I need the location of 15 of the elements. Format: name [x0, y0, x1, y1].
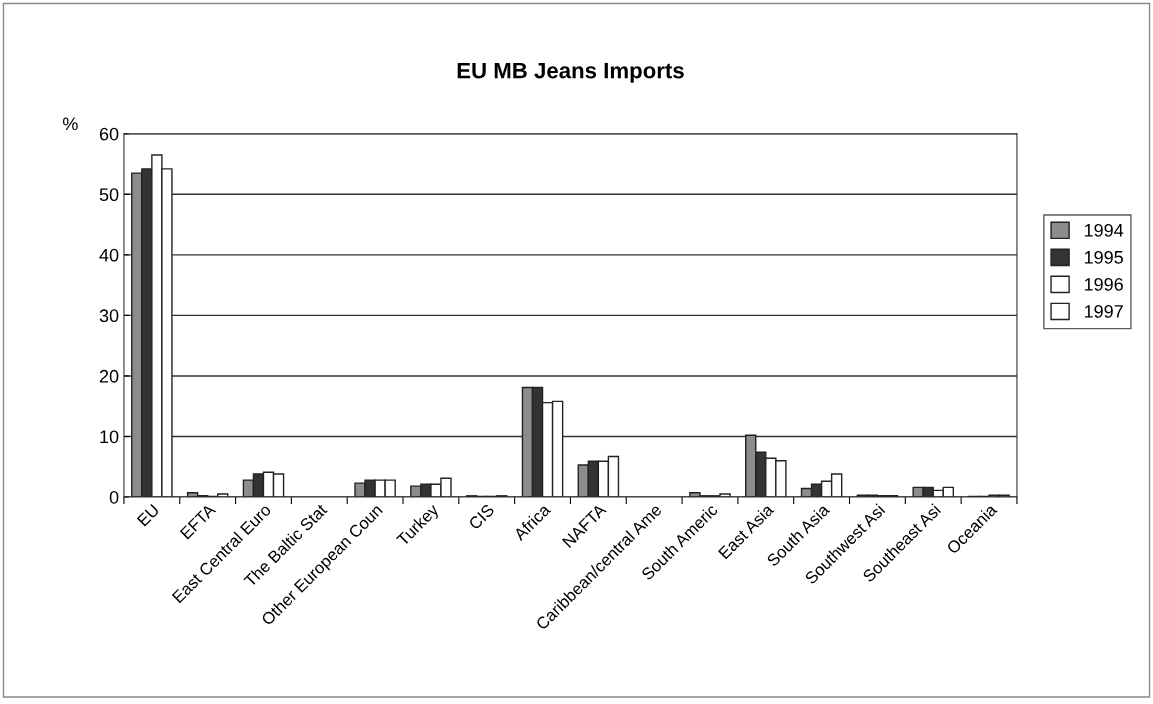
y-tick-label: 60 — [99, 127, 119, 141]
y-tick-label: 50 — [99, 188, 119, 202]
legend-label: 1997 — [1084, 305, 1123, 318]
chart-title: EU MB Jeans Imports — [457, 62, 684, 83]
y-axis-title: % — [62, 117, 78, 131]
legend-label: 1995 — [1084, 250, 1123, 264]
x-tick-label: EU — [136, 503, 160, 527]
y-tick-label: 40 — [99, 248, 119, 262]
y-tick-label: 30 — [99, 309, 119, 323]
y-tick-label: 0 — [109, 490, 119, 504]
legend-label: 1996 — [1084, 277, 1123, 291]
y-tick-label: 10 — [100, 430, 119, 444]
y-tick-label: 20 — [99, 369, 119, 383]
legend-label: 1994 — [1084, 223, 1124, 237]
x-tick-label: CIS — [467, 503, 495, 531]
